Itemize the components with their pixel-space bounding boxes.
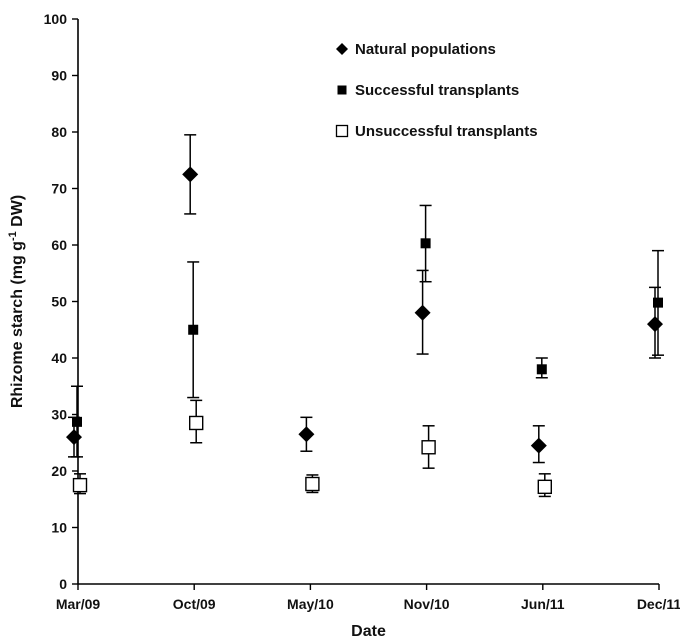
y-tick-label: 0 xyxy=(59,576,67,592)
unsuccessful-transplants-point xyxy=(305,476,320,492)
y-axis-title: Rhizome starch (mg g-1 DW) xyxy=(7,195,26,408)
unsuccessful-transplants-point xyxy=(72,477,88,493)
legend-item: Natural populations xyxy=(336,41,496,58)
natural-populations-point xyxy=(66,429,82,446)
natural-populations-point xyxy=(530,437,547,454)
x-axis-ticks: Mar/09 Oct/09 May/10 Nov/10 Jun/11 Dec/11 xyxy=(56,584,680,612)
y-axis-title-superscript: -1 xyxy=(7,231,19,241)
y-tick-label: 30 xyxy=(51,407,67,423)
y-axis-ticks: 0 10 20 30 40 50 60 70 80 90 100 xyxy=(44,11,78,592)
successful-transplants-point xyxy=(653,297,663,308)
y-tick-label: 50 xyxy=(51,294,67,310)
y-tick-label: 40 xyxy=(51,350,67,366)
legend-item: Successful transplants xyxy=(337,82,519,99)
natural-populations-point xyxy=(182,166,199,183)
x-tick-label: Nov/10 xyxy=(404,596,450,612)
legend-filled-square-icon xyxy=(337,85,347,95)
x-tick-label: Dec/11 xyxy=(637,596,680,612)
unsuccessful-transplants-point xyxy=(421,440,436,455)
x-tick-label: Jun/11 xyxy=(521,596,565,612)
successful-transplants-point xyxy=(536,364,547,375)
successful-transplants-point xyxy=(72,416,82,427)
y-tick-label: 10 xyxy=(51,520,67,536)
natural-populations-point xyxy=(647,316,663,333)
natural-populations-point xyxy=(298,426,315,443)
y-axis-title-main: Rhizome starch (mg g xyxy=(9,241,26,408)
legend-item: Unsuccessful transplants xyxy=(335,123,538,140)
y-tick-label: 60 xyxy=(51,237,67,253)
legend-diamond-icon xyxy=(336,43,348,55)
y-tick-label: 20 xyxy=(51,463,67,479)
x-tick-label: Oct/09 xyxy=(173,596,216,612)
y-tick-label: 90 xyxy=(51,68,67,84)
legend-open-square-icon xyxy=(335,124,349,138)
legend-label: Natural populations xyxy=(355,41,496,58)
successful-transplants-point xyxy=(188,324,199,335)
legend-label: Unsuccessful transplants xyxy=(355,123,538,140)
y-tick-label: 70 xyxy=(51,181,67,197)
unsuccessful-transplants-point xyxy=(537,479,552,495)
x-tick-label: May/10 xyxy=(287,596,334,612)
y-tick-label: 80 xyxy=(51,124,67,140)
x-axis-title: Date xyxy=(351,623,386,640)
plot-axes xyxy=(77,19,659,585)
successful-transplants-point xyxy=(420,238,431,249)
unsuccessful-transplants-point xyxy=(188,415,204,431)
y-tick-label: 100 xyxy=(44,11,68,27)
legend: Natural populations Successful transplant… xyxy=(335,41,538,140)
y-axis-title-unit: DW) xyxy=(9,195,26,231)
natural-populations-point xyxy=(414,304,431,321)
x-tick-label: Mar/09 xyxy=(56,596,101,612)
data-marks xyxy=(66,134,664,498)
legend-label: Successful transplants xyxy=(355,82,519,99)
